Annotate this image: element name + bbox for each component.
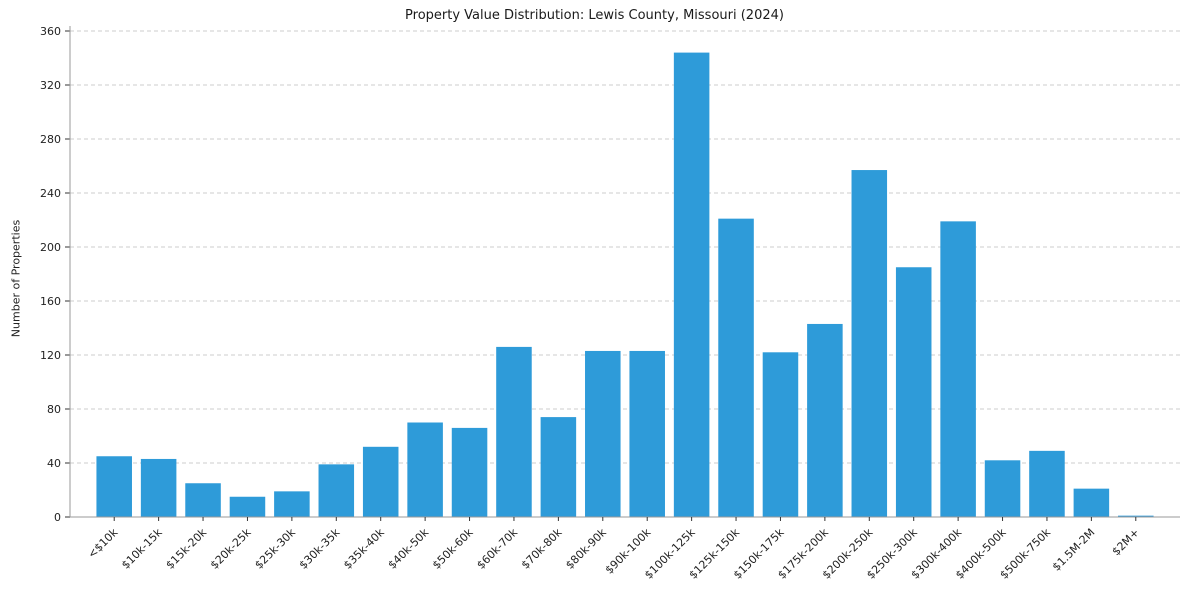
bar: [407, 422, 443, 517]
axes: 0 40 80 120 160 200 240 280 320 360: [40, 25, 1180, 524]
bar: [185, 483, 221, 517]
bar: [807, 323, 843, 517]
bar: [229, 496, 266, 517]
bars: [96, 52, 1154, 518]
bar: [585, 350, 621, 517]
bar: [362, 446, 399, 517]
chart-title: Property Value Distribution: Lewis Count…: [405, 8, 784, 23]
bar: [1118, 515, 1154, 517]
bar: [96, 456, 132, 517]
x-tick-label: $15k-20k: [163, 525, 209, 571]
y-tick-label: 320: [40, 79, 61, 92]
x-tick-label: $80k-90k: [563, 525, 609, 571]
x-tick-label: $1.5M-2M: [1050, 526, 1098, 574]
bar: [318, 464, 355, 517]
y-tick-label: 360: [40, 25, 61, 38]
bar: [540, 417, 577, 517]
bar: [940, 221, 976, 517]
x-tick-label: $2M+: [1110, 526, 1142, 558]
y-tick-label: 120: [40, 349, 61, 362]
gridlines: [70, 30, 1180, 518]
x-tick-label: $25k-30k: [252, 525, 298, 571]
y-tick-label: 200: [40, 241, 61, 254]
y-axis-label: Number of Properties: [9, 219, 23, 338]
bar: [451, 427, 488, 517]
y-tick-label: 80: [47, 403, 61, 416]
bar: [673, 52, 710, 517]
x-tick-label: $40k-50k: [385, 525, 431, 571]
x-tick-label: $10k-15k: [119, 525, 165, 571]
x-tick-label: $70k-80k: [519, 525, 565, 571]
bar: [851, 170, 888, 518]
x-tick-label: $20k-25k: [208, 525, 254, 571]
x-tick-label: $35k-40k: [341, 525, 387, 571]
x-tick-label: $60k-70k: [474, 525, 520, 571]
bar: [496, 346, 532, 517]
x-tick-label: $30k-35k: [297, 525, 343, 571]
bar: [895, 267, 932, 517]
bar: [718, 218, 754, 517]
bar: [274, 491, 310, 517]
x-tick-labels: <$10k$10k-15k$15k-20k$20k-25k$25k-30k$30…: [85, 525, 1142, 581]
x-tick-label: $50k-60k: [430, 525, 476, 571]
y-tick-label: 40: [47, 457, 61, 470]
y-tick-label: 0: [54, 511, 61, 524]
bar: [1073, 488, 1110, 517]
y-tick-label: 160: [40, 295, 61, 308]
bar: [629, 350, 665, 517]
y-tick-label: 240: [40, 187, 61, 200]
x-tick-label: <$10k: [85, 525, 121, 561]
y-tick-label: 280: [40, 133, 61, 146]
bar: [1029, 450, 1065, 517]
bar: [762, 352, 799, 517]
bar: [140, 458, 177, 517]
bar: [984, 460, 1021, 517]
